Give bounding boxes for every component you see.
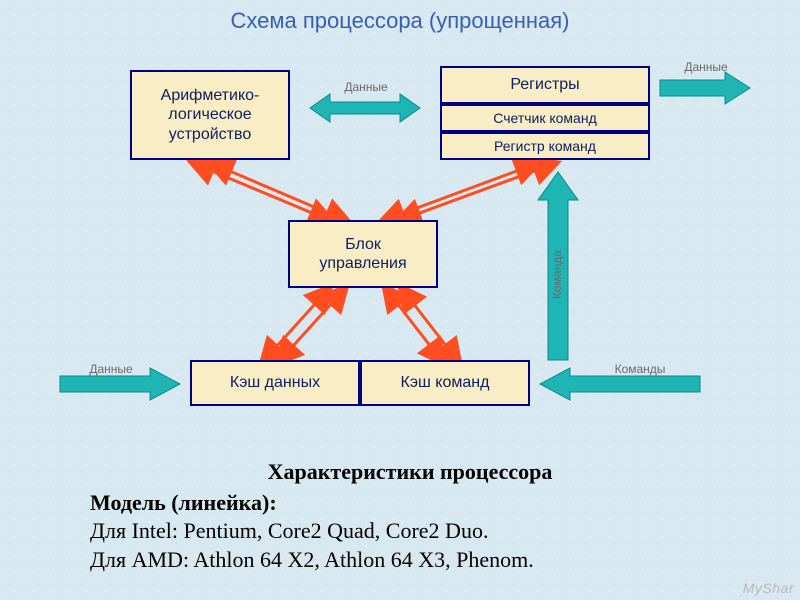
box-cmd-counter: Счетчик команд <box>440 104 650 132</box>
caption-line3: Для AMD: Athlon 64 X2, Athlon 64 X3, Phe… <box>90 546 730 575</box>
label-commands: Команды <box>600 362 680 376</box>
box-alu: Арифметико-логическоеустройство <box>130 70 290 160</box>
box-ctrl-label: Блокуправления <box>319 235 406 273</box>
caption-line1-bold: Модель (линейка): <box>90 490 277 515</box>
box-data-cache: Кэш данных <box>190 360 360 406</box>
box-dcache-label: Кэш данных <box>230 373 320 392</box>
arrow-ctrl-dcache <box>268 294 340 356</box>
box-cmdcounter-label: Счетчик команд <box>493 110 597 127</box>
box-instruction-cache: Кэш команд <box>360 360 530 406</box>
box-registers-label: Регистры <box>510 75 579 94</box>
caption-line2: Для Intel: Pentium, Core2 Quad, Core2 Du… <box>90 517 730 546</box>
caption-block: Характеристики процессора Модель (линейк… <box>90 458 730 574</box>
box-icache-label: Кэш команд <box>401 373 490 392</box>
arrow-ctrl-icache <box>390 294 454 356</box>
box-registers: Регистры <box>440 66 650 104</box>
watermark: MyShar <box>743 580 794 596</box>
arrow-alu-ctrl <box>200 166 340 218</box>
label-data-2: Данные <box>676 60 736 74</box>
processor-diagram: Данные Данные Команда Данные Команды Ари… <box>40 50 760 450</box>
box-alu-label: Арифметико-логическоеустройство <box>161 86 260 144</box>
box-control-unit: Блокуправления <box>288 220 438 288</box>
page-title: Схема процессора (упрощенная) <box>0 8 800 34</box>
caption-heading: Характеристики процессора <box>90 458 730 487</box>
box-cmdreg-label: Регистр команд <box>494 138 596 155</box>
arrow-registers-out <box>660 72 750 104</box>
arrow-alu-registers <box>310 94 420 122</box>
label-data-3: Данные <box>76 362 146 376</box>
label-data-1: Данные <box>336 80 396 94</box>
arrow-regs-ctrl <box>390 166 548 218</box>
label-command: Команда <box>550 220 564 330</box>
box-cmd-register: Регистр команд <box>440 132 650 160</box>
